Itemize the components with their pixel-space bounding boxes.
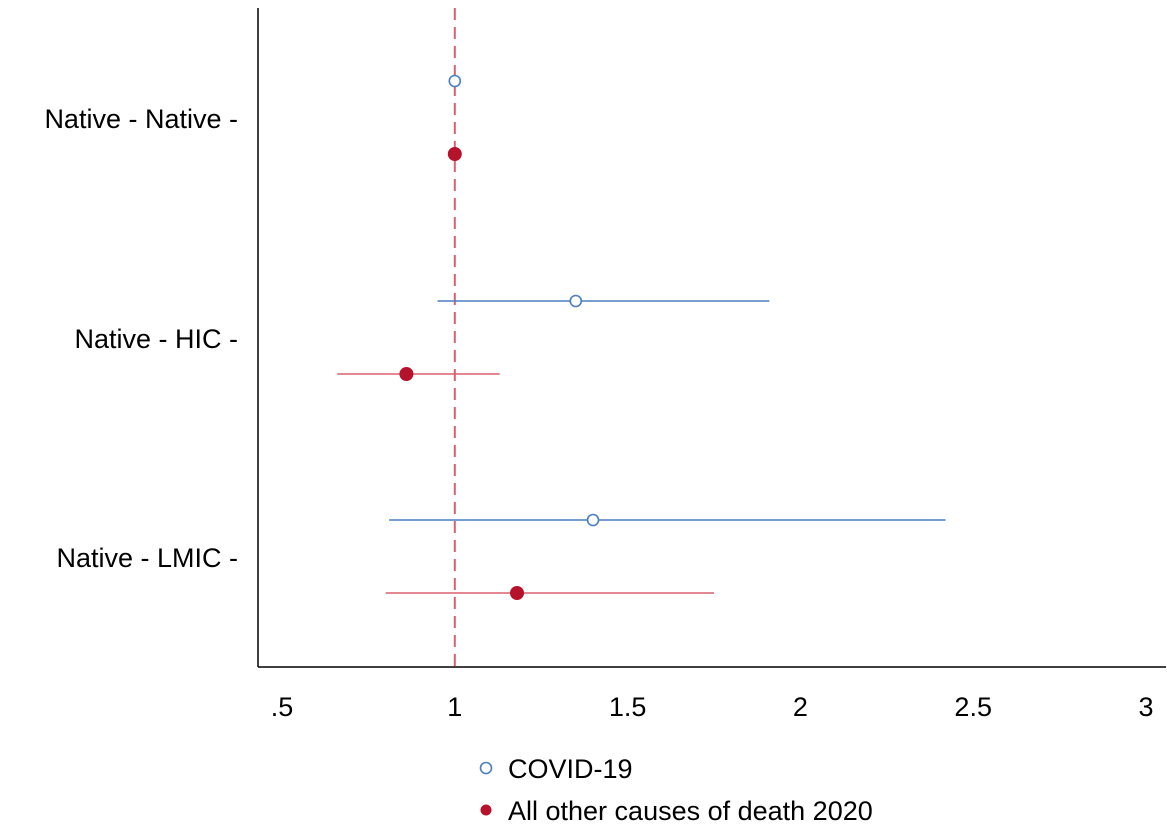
point-estimate-marker [399, 367, 414, 381]
x-tick-label: 2.5 [954, 692, 992, 722]
point-estimate-marker [447, 147, 462, 161]
legend-marker-icon [479, 761, 493, 775]
axes: .5 1 1.5 2 2.5 3 Native - Native - Native - HIC… [44, 8, 1166, 722]
legend: COVID-19 All other causes of death 2020 [479, 754, 873, 826]
y-tick-label: Native - HIC - [74, 324, 238, 354]
legend-label: COVID-19 [508, 754, 633, 784]
x-tick-label: 2 [793, 692, 808, 722]
x-tick-label: 1 [447, 692, 462, 722]
legend-marker-icon [480, 804, 492, 816]
y-tick-label: Native - Native - [44, 104, 238, 134]
point-estimate-marker [448, 74, 462, 88]
x-tick-label: 1.5 [609, 692, 647, 722]
x-tick-label: .5 [271, 692, 294, 722]
point-estimate-marker [586, 513, 600, 527]
point-estimate-marker [569, 294, 583, 308]
data-marks [337, 74, 946, 600]
legend-label: All other causes of death 2020 [508, 796, 873, 826]
y-tick-label: Native - LMIC - [56, 543, 238, 573]
x-tick-label: 3 [1138, 692, 1153, 722]
point-estimate-marker [510, 586, 525, 600]
